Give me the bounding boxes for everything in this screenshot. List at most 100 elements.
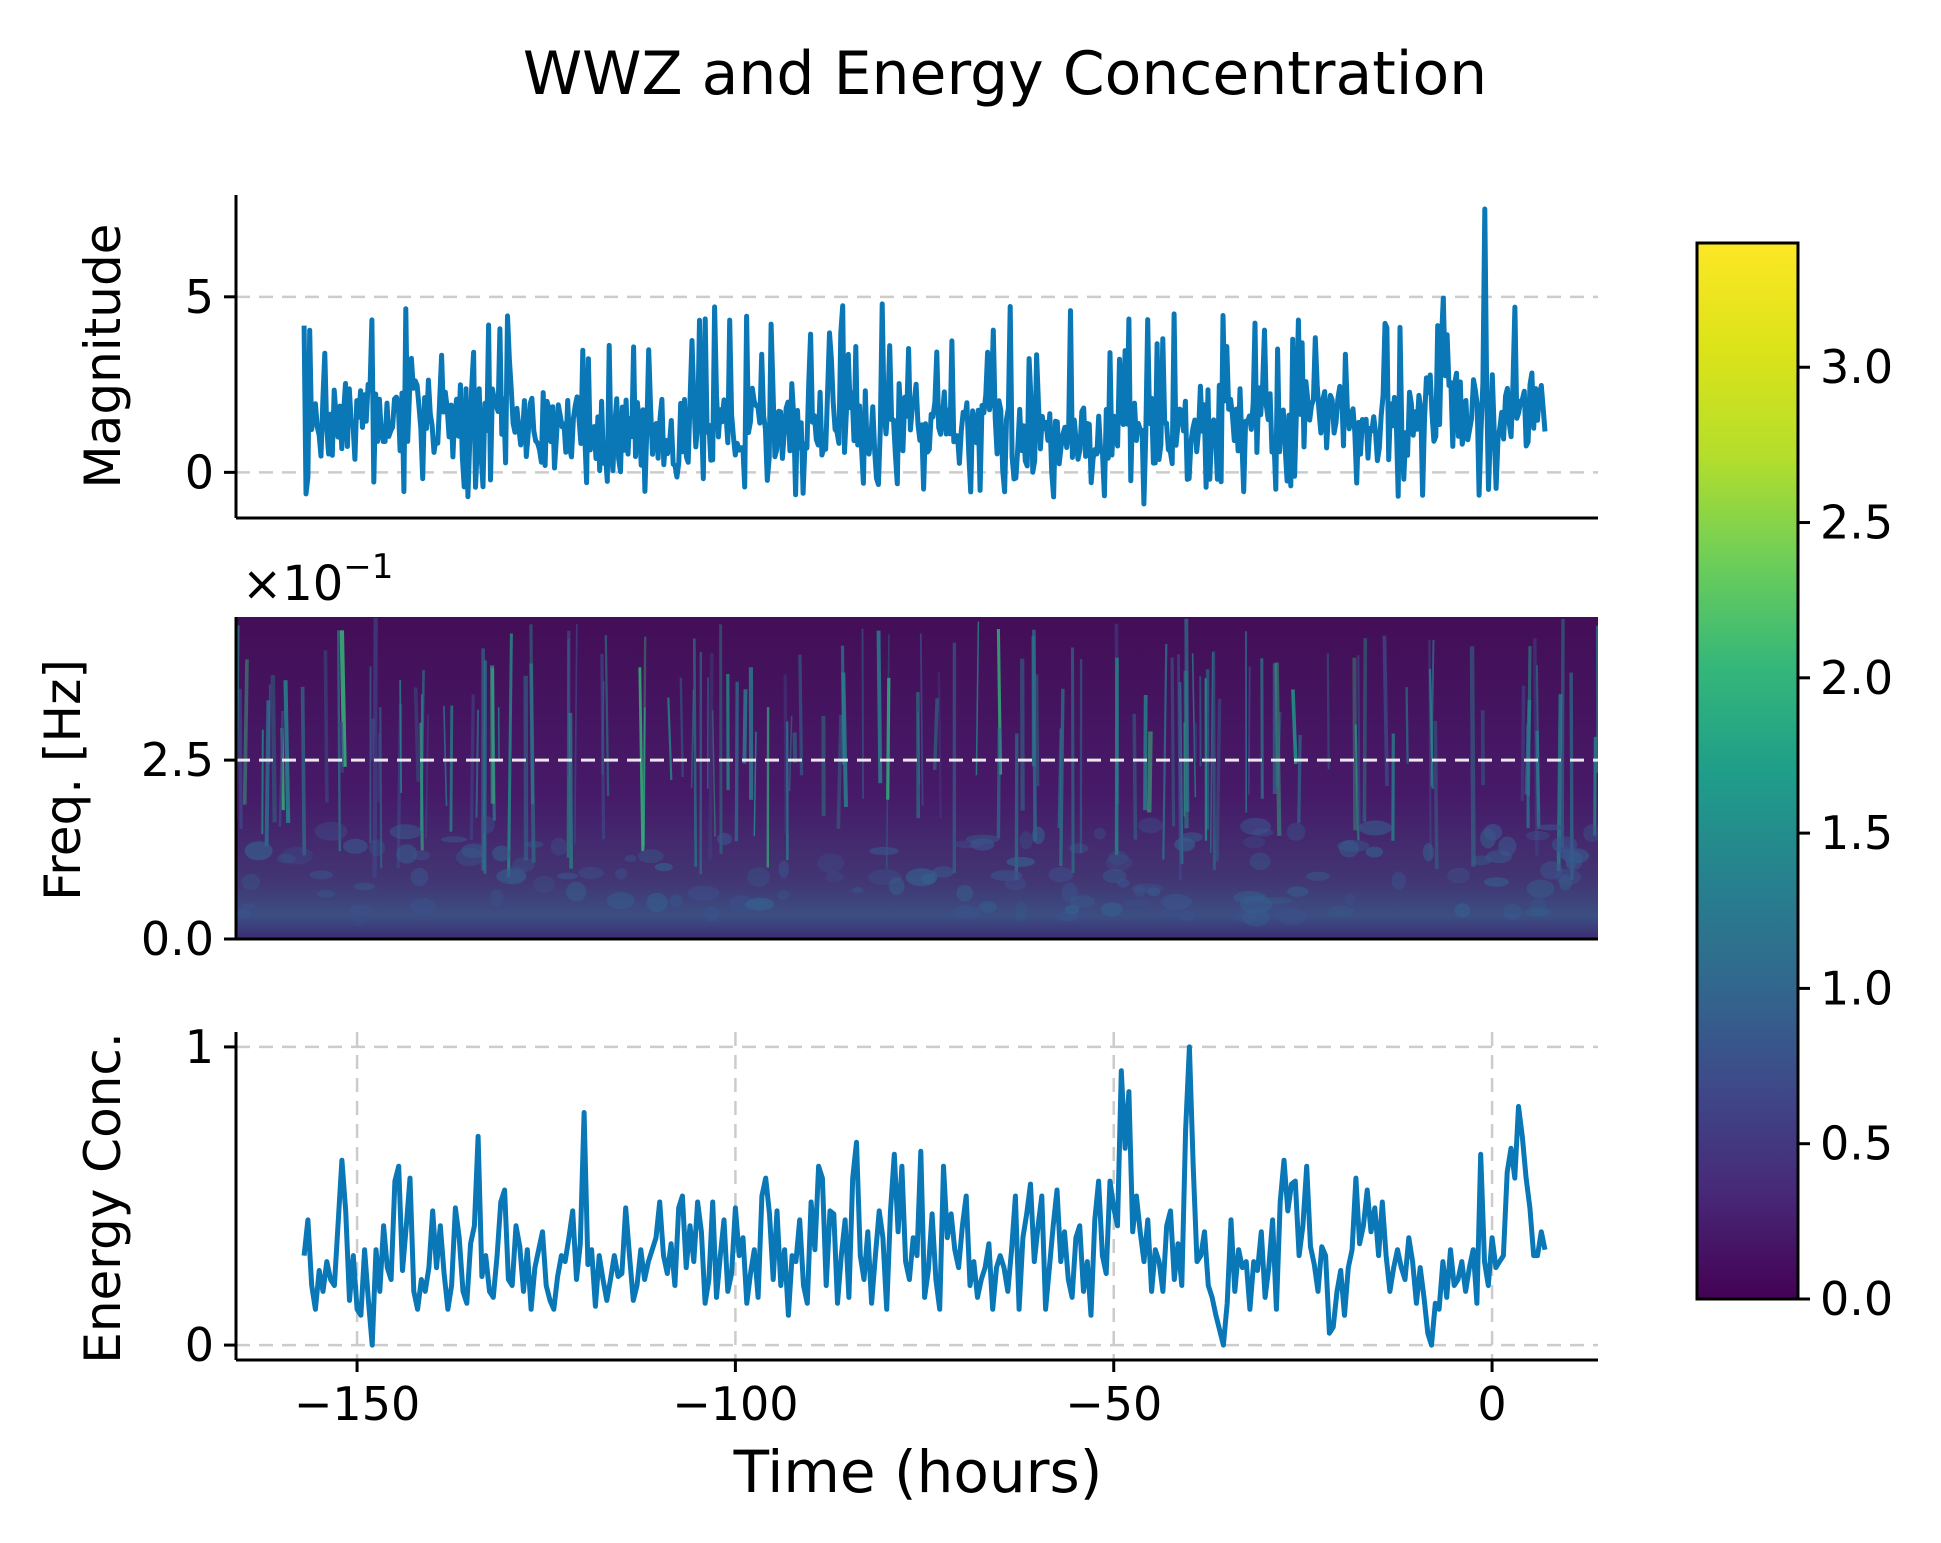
- wwz-heatmap-blob: [1070, 895, 1095, 908]
- x-tick-label: −100: [672, 1377, 798, 1431]
- wwz-heatmap-blob: [1049, 867, 1074, 882]
- wwz-heatmap-streak: [1145, 695, 1146, 810]
- wwz-heatmap-streak: [1172, 658, 1174, 827]
- wwz-heatmap-blob: [353, 883, 374, 890]
- wwz-heatmap-blob: [717, 833, 732, 845]
- wwz-heatmap-streak: [262, 730, 263, 834]
- wwz-heatmap-streak: [471, 695, 473, 841]
- wwz-heatmap-blob: [441, 836, 467, 842]
- magnitude-y-label: Magnitude: [74, 224, 132, 489]
- wwz-y-tick-label: 2.5: [141, 733, 214, 787]
- wwz-heatmap-streak: [998, 728, 999, 839]
- energy-series-line: [304, 1047, 1545, 1345]
- wwz-heatmap-blob: [979, 901, 997, 913]
- wwz-heatmap-streak: [421, 695, 422, 846]
- wwz-heatmap-streak: [1358, 655, 1359, 827]
- wwz-heatmap-streak: [1598, 626, 1599, 773]
- x-tick-label: −150: [294, 1377, 420, 1431]
- wwz-y-tick-label: 0.0: [141, 912, 214, 966]
- magnitude-series-line: [304, 209, 1545, 504]
- wwz-heatmap-streak: [570, 713, 571, 869]
- wwz-heatmap-blob: [1306, 872, 1330, 881]
- wwz-heatmap-blob: [1503, 904, 1522, 920]
- wwz-heatmap-streak: [273, 675, 275, 822]
- wwz-heatmap-blob: [1392, 872, 1406, 890]
- wwz-heatmap-blob: [1498, 837, 1516, 857]
- wwz-heatmap-streak: [531, 624, 533, 804]
- wwz-heatmap-streak: [1061, 689, 1063, 866]
- wwz-heatmap-blob: [1252, 828, 1273, 836]
- wwz-y-ticks: 0.0 2.5: [141, 733, 236, 966]
- wwz-heatmap-streak: [286, 680, 289, 823]
- wwz-heatmap-blob: [1101, 903, 1123, 917]
- x-tick-label: −50: [1065, 1377, 1162, 1431]
- wwz-heatmap-blob: [1179, 911, 1196, 921]
- wwz-heatmap-streak: [800, 655, 802, 776]
- wwz-heatmap-blob: [1278, 908, 1306, 925]
- wwz-heatmap-blob: [310, 871, 334, 880]
- wwz-heatmap-blob: [1530, 898, 1546, 918]
- wwz-heatmap-blob: [241, 874, 260, 890]
- wwz-heatmap-streak: [485, 660, 486, 874]
- wwz-heatmap-blob: [817, 853, 844, 873]
- energy-y-ticks: 01: [185, 1020, 236, 1372]
- wwz-heatmap-blob: [1243, 909, 1270, 927]
- colorbar-tick-label: 2.0: [1820, 651, 1893, 705]
- colorbar-tick-label: 0.0: [1820, 1272, 1893, 1326]
- wwz-heatmap-blob: [1157, 909, 1180, 916]
- wwz-heatmap-streak: [1364, 638, 1365, 822]
- wwz-heatmap-blob: [688, 886, 720, 901]
- wwz-heatmap-blob: [533, 876, 556, 892]
- wwz-heatmap-blob: [1527, 880, 1555, 898]
- wwz-heatmap-blob: [825, 872, 844, 883]
- wwz-heatmap-blob: [779, 860, 789, 878]
- wwz-heatmap-streak: [378, 733, 379, 802]
- wwz-heatmap-blob: [551, 838, 567, 856]
- wwz-heatmap-blob: [1005, 877, 1027, 890]
- wwz-heatmap-blob: [777, 890, 789, 900]
- wwz-heatmap-blob: [566, 882, 586, 902]
- wwz-heatmap-blob: [557, 873, 578, 880]
- wwz-heatmap-blob: [970, 838, 994, 850]
- colorbar-tick-label: 1.0: [1820, 961, 1893, 1015]
- wwz-heatmap-blob: [1537, 824, 1565, 830]
- wwz-heatmap-blob: [1032, 827, 1045, 845]
- wwz-offset-exponent: −1: [343, 547, 393, 587]
- wwz-heatmap-blob: [1287, 886, 1308, 897]
- wwz-heatmap-streak: [694, 639, 695, 867]
- wwz-heatmap-blob: [1471, 855, 1492, 865]
- wwz-heatmap-blob: [245, 841, 273, 860]
- wwz-heatmap-streak: [341, 722, 342, 773]
- wwz-heatmap-blob: [412, 850, 430, 860]
- wwz-heatmap-blob: [852, 887, 864, 893]
- colorbar-gradient: [1697, 243, 1798, 1299]
- wwz-heatmap-streak: [1537, 731, 1539, 829]
- wwz-heatmap-blob: [1007, 857, 1035, 867]
- wwz-heatmap-blob: [1094, 828, 1106, 840]
- colorbar-tick-label: 3.0: [1820, 340, 1893, 394]
- wwz-heatmap-streak: [1186, 619, 1187, 812]
- wwz-heatmap-streak: [1354, 658, 1355, 831]
- wwz-heatmap-blob: [952, 906, 980, 919]
- wwz-heatmap-streak: [1149, 732, 1150, 813]
- wwz-heatmap-streak: [1562, 619, 1563, 848]
- wwz-heatmap-blob: [704, 906, 720, 921]
- wwz-heatmap-streak: [744, 689, 745, 763]
- wwz-heatmap-blob: [647, 893, 668, 913]
- wwz-heatmap-blob: [746, 898, 774, 911]
- wwz-heatmap-streak: [1328, 653, 1329, 769]
- wwz-heatmap-streak: [710, 653, 712, 860]
- wwz-heatmap-streak: [1435, 721, 1437, 869]
- colorbar-tick-label: 0.5: [1820, 1117, 1893, 1171]
- wwz-heatmap-streak: [795, 733, 796, 763]
- wwz-heatmap-streak: [1037, 674, 1038, 786]
- wwz-heatmap-blob: [1552, 836, 1578, 852]
- wwz-heatmap-blob: [461, 843, 486, 858]
- wwz-heatmap-blob: [1287, 823, 1305, 841]
- wwz-heatmap-blob: [1447, 868, 1470, 884]
- wwz-heatmap-streak: [451, 706, 452, 832]
- wwz-heatmap-blob: [1423, 843, 1434, 862]
- wwz-heatmap-blob: [1019, 831, 1032, 849]
